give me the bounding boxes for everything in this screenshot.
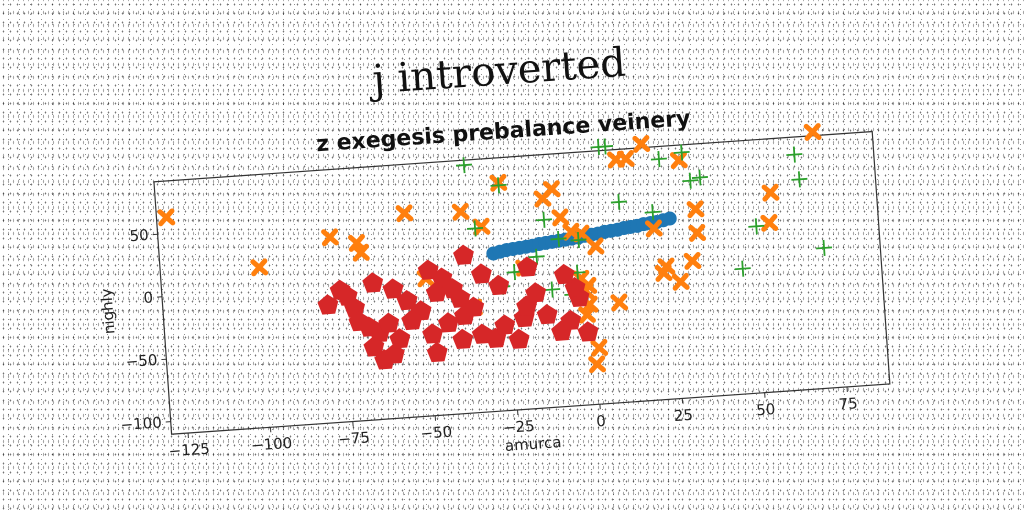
scatter-point-x <box>632 135 651 153</box>
scatter-point-x <box>578 305 596 324</box>
scatter-point-pentagon <box>452 328 474 350</box>
scatter-point-x <box>657 257 676 276</box>
y-tick-label: −100 <box>120 413 162 434</box>
scatter-point-x <box>551 208 570 227</box>
scatter-point-plus <box>528 248 545 265</box>
scatter-point-circle <box>662 211 677 226</box>
x-tick-label: 75 <box>838 394 858 413</box>
scatter-point-pentagon <box>494 314 516 335</box>
scatter-point-x <box>395 204 414 223</box>
scatter-point-plus <box>644 204 661 221</box>
scatter-point-x <box>760 213 779 232</box>
scatter-point-pentagon <box>426 341 448 363</box>
scatter-point-x <box>761 183 780 202</box>
scatter-point-plus <box>455 157 473 174</box>
scatter-point-x <box>586 237 605 256</box>
scatter-point-pentagon <box>317 294 339 315</box>
y-axis: −100 −50 0 50 <box>120 226 171 434</box>
scatter-point-pentagon <box>536 304 558 325</box>
scatter-point-plus <box>691 169 708 186</box>
scatter-point-x <box>644 219 663 238</box>
scatter-point-x <box>688 224 707 242</box>
scatter-point-pentagon <box>449 287 471 308</box>
scatter-point-x <box>590 338 609 357</box>
scatter-point-pentagon <box>363 336 385 357</box>
plot-area <box>153 130 891 435</box>
scatter-point-pentagon <box>560 309 582 331</box>
scatter-point-x <box>351 243 370 262</box>
scatter-point-pentagon <box>389 328 411 349</box>
x-tick-label: −75 <box>338 428 371 448</box>
scatter-point-plus <box>748 218 765 235</box>
scatter-point-x <box>472 217 491 236</box>
scatter-point-x <box>610 293 629 312</box>
scatter-point-pentagon <box>553 263 575 285</box>
scatter-point-plus <box>734 260 751 277</box>
scatter-point-plus <box>673 144 690 161</box>
scatter-point-x <box>683 251 702 270</box>
scatter-point-plus <box>467 220 484 237</box>
scatter-point-x <box>157 208 176 227</box>
scatter-point-plus <box>786 146 803 163</box>
scatter-point-plus <box>816 239 833 256</box>
scatter-point-x <box>321 228 339 247</box>
scatter-point-pentagon <box>577 321 599 342</box>
scatter-point-pentagon <box>453 244 474 265</box>
scatter-point-x <box>686 200 705 219</box>
scatter-point-x <box>616 149 635 168</box>
x-tick-label: −25 <box>502 417 535 437</box>
scatter-point-x <box>669 151 688 170</box>
scatter-point-plus <box>570 231 587 249</box>
scatter-point-plus <box>535 211 553 228</box>
scatter-point-x <box>451 202 470 221</box>
scatter-point-plus <box>791 171 808 188</box>
y-tick-label: 50 <box>129 226 149 245</box>
scatter-point-plus <box>597 138 614 155</box>
x-axis: −125 −100 −75 −50 −25 0 25 50 75 <box>168 386 858 461</box>
y-axis-label: nighly <box>97 288 118 335</box>
x-tick-label: 50 <box>756 400 776 419</box>
scatter-point-pentagon <box>378 312 400 333</box>
scatter-point-pentagon <box>396 289 418 311</box>
scatter-point-pentagon <box>401 309 423 331</box>
x-tick-label: −125 <box>168 440 210 461</box>
scatter-point-x <box>671 272 690 291</box>
scatter-point-pentagon <box>362 272 384 293</box>
scatter-marks <box>157 123 833 374</box>
scatter-point-pentagon <box>470 263 492 284</box>
scatter-point-plus <box>550 230 567 247</box>
scatter-point-pentagon <box>422 323 444 344</box>
scatter-point-pentagon <box>508 328 530 349</box>
scatter-point-pentagon <box>488 274 510 296</box>
x-tick-label: −100 <box>250 434 292 455</box>
scatter-point-pentagon <box>383 343 405 364</box>
scatter-point-pentagon <box>463 296 485 317</box>
scatter-point-x <box>579 276 598 295</box>
scatter-point-plus <box>544 281 561 298</box>
scatter-point-plus <box>650 150 667 168</box>
scatter-point-x <box>803 123 822 141</box>
y-tick-label: −50 <box>125 351 158 371</box>
scatter-point-pentagon <box>382 278 404 299</box>
scatter-point-x <box>250 258 269 277</box>
x-tick-label: 0 <box>596 412 607 431</box>
scatter-point-plus <box>490 177 507 194</box>
scatter-point-plus <box>682 172 699 189</box>
scatter-point-pentagon <box>516 256 538 277</box>
x-tick-label: 25 <box>673 406 693 425</box>
scatter-point-pentagon <box>525 282 547 303</box>
y-tick-label: 0 <box>143 288 154 307</box>
scatter-point-plus <box>610 193 627 211</box>
scatter-point-x <box>588 355 607 374</box>
scatter-point-pentagon <box>437 312 459 333</box>
x-tick-label: −50 <box>420 423 453 443</box>
x-axis-label: amurca <box>504 433 562 455</box>
chart-suptitle: j introverted <box>367 40 627 104</box>
scatter-point-x <box>542 180 561 199</box>
